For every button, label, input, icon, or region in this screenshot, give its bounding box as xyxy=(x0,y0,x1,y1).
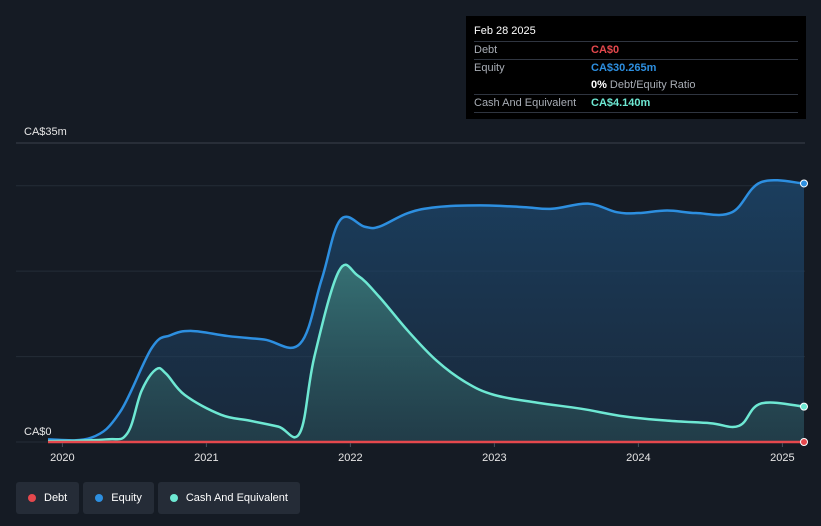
x-tick-label: 2023 xyxy=(482,452,506,464)
tooltip-date: Feb 28 2025 xyxy=(474,25,536,37)
tooltip-cash-label: Cash And Equivalent xyxy=(474,97,577,109)
legend-item-equity[interactable]: Equity xyxy=(83,482,154,514)
y-axis-top-label: CA$35m xyxy=(24,126,67,138)
legend-equity-label: Equity xyxy=(111,492,142,504)
cash-line xyxy=(47,263,805,443)
cash-end-point xyxy=(800,402,808,411)
x-tick-label: 2020 xyxy=(50,452,74,464)
legend-cash-label: Cash And Equivalent xyxy=(185,492,288,504)
tooltip-equity-value: CA$30.265m xyxy=(591,62,657,74)
legend-debt-label: Debt xyxy=(44,492,68,504)
tooltip-debt-value: CA$0 xyxy=(591,44,620,56)
axis-labels: CA$35m CA$0 xyxy=(24,126,67,438)
tooltip-ratio-label: Debt/Equity Ratio xyxy=(609,79,696,91)
x-tick-label: 2024 xyxy=(626,452,650,464)
tooltip-row-ratio: 0% Debt/Equity Ratio xyxy=(474,77,798,94)
tooltip-cash-value: CA$4.140m xyxy=(591,97,651,109)
equity-line xyxy=(47,179,805,442)
legend-item-cash[interactable]: Cash And Equivalent xyxy=(157,482,300,514)
tooltip-equity-label: Equity xyxy=(474,62,505,74)
chart-legend: Debt Equity Cash And Equivalent xyxy=(16,482,304,514)
legend-debt-dot xyxy=(28,494,36,502)
legend-item-debt[interactable]: Debt xyxy=(16,482,80,514)
tooltip-row-equity: Equity CA$30.265m xyxy=(474,59,798,77)
legend-equity-dot xyxy=(95,494,104,502)
tooltip-debt-label: Debt xyxy=(474,44,498,56)
x-tick-label: 2022 xyxy=(338,452,362,464)
series-lines xyxy=(47,179,808,446)
legend-cash-dot xyxy=(169,494,178,502)
y-axis-bottom-label: CA$0 xyxy=(24,426,52,438)
debt-end-point xyxy=(800,438,808,446)
series-areas xyxy=(48,180,804,442)
equity-end-point xyxy=(800,179,808,188)
cash-area xyxy=(48,264,804,442)
x-axis-ticks: 2020 2021 2022 2023 2024 2025 xyxy=(50,443,795,464)
tooltip-row-cash: Cash And Equivalent CA$4.140m xyxy=(474,94,798,113)
x-tick-label: 2025 xyxy=(770,452,794,464)
tooltip-ratio-value: 0% xyxy=(591,79,607,91)
x-tick-label: 2021 xyxy=(194,452,218,464)
tooltip-ratio-spacer xyxy=(474,77,591,94)
equity-area xyxy=(48,180,804,442)
tooltip-panel: Feb 28 2025 Debt CA$0 Equity CA$30.265m … xyxy=(466,16,806,119)
tooltip-row-debt: Debt CA$0 xyxy=(474,41,798,59)
